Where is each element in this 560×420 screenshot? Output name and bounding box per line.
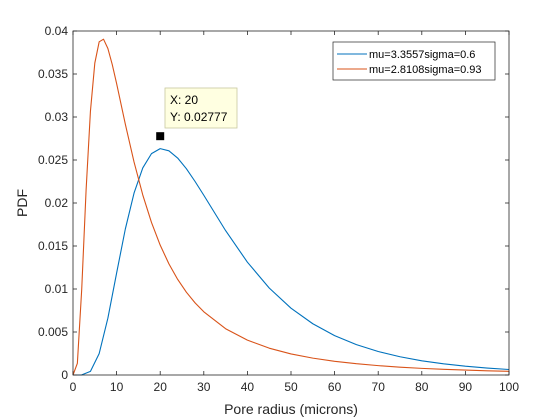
- axes-layer: 0 10 20 30 40 50 60 70 80 90 100 0 0.005 0.01 0.015 0.0…: [38, 24, 519, 394]
- legend-label-1: mu=3.3557sigma=0.6: [369, 49, 475, 61]
- y-tick-label: 0.035: [38, 67, 68, 81]
- x-tick-label: 20: [154, 380, 168, 394]
- y-tick-label: 0.02: [45, 196, 69, 210]
- legend-label-2: mu=2.8108sigma=0.93: [369, 64, 482, 76]
- y-tick-label: 0.005: [38, 325, 68, 339]
- y-tick-label: 0.015: [38, 239, 68, 253]
- x-tick-label: 0: [70, 380, 77, 394]
- legend[interactable]: mu=3.3557sigma=0.6 mu=2.8108sigma=0.93: [332, 41, 496, 81]
- datatip-x-text: X: 20: [170, 93, 198, 107]
- x-tick-label: 30: [197, 380, 211, 394]
- series-line-1[interactable]: [72, 148, 510, 376]
- x-tick-label: 60: [328, 380, 342, 394]
- series-line-2[interactable]: [72, 38, 510, 376]
- y-tick-label: 0.025: [38, 153, 68, 167]
- datatip[interactable]: X: 20 Y: 0.02777: [156, 87, 238, 141]
- y-axis-label: PDF: [14, 189, 30, 217]
- y-tick-label: 0.04: [45, 24, 69, 38]
- legend-box: [332, 41, 496, 81]
- plot-area: [73, 31, 509, 375]
- x-axis-label: Pore radius (microns): [224, 401, 358, 417]
- y-tick-label: 0.01: [45, 282, 69, 296]
- y-tick-label: 0.03: [45, 110, 69, 124]
- series-layer: [72, 38, 510, 376]
- x-tick-label: 90: [459, 380, 473, 394]
- x-tick-label: 40: [241, 380, 255, 394]
- datatip-box: [164, 87, 238, 129]
- datatip-marker[interactable]: [156, 132, 165, 141]
- x-tick-label: 10: [110, 380, 124, 394]
- x-tick-label: 70: [372, 380, 386, 394]
- datatip-y-text: Y: 0.02777: [170, 110, 228, 124]
- y-tick-label: 0: [61, 368, 68, 382]
- x-tick-label: 50: [284, 380, 298, 394]
- x-tick-label: 80: [415, 380, 429, 394]
- x-tick-label: 100: [499, 380, 519, 394]
